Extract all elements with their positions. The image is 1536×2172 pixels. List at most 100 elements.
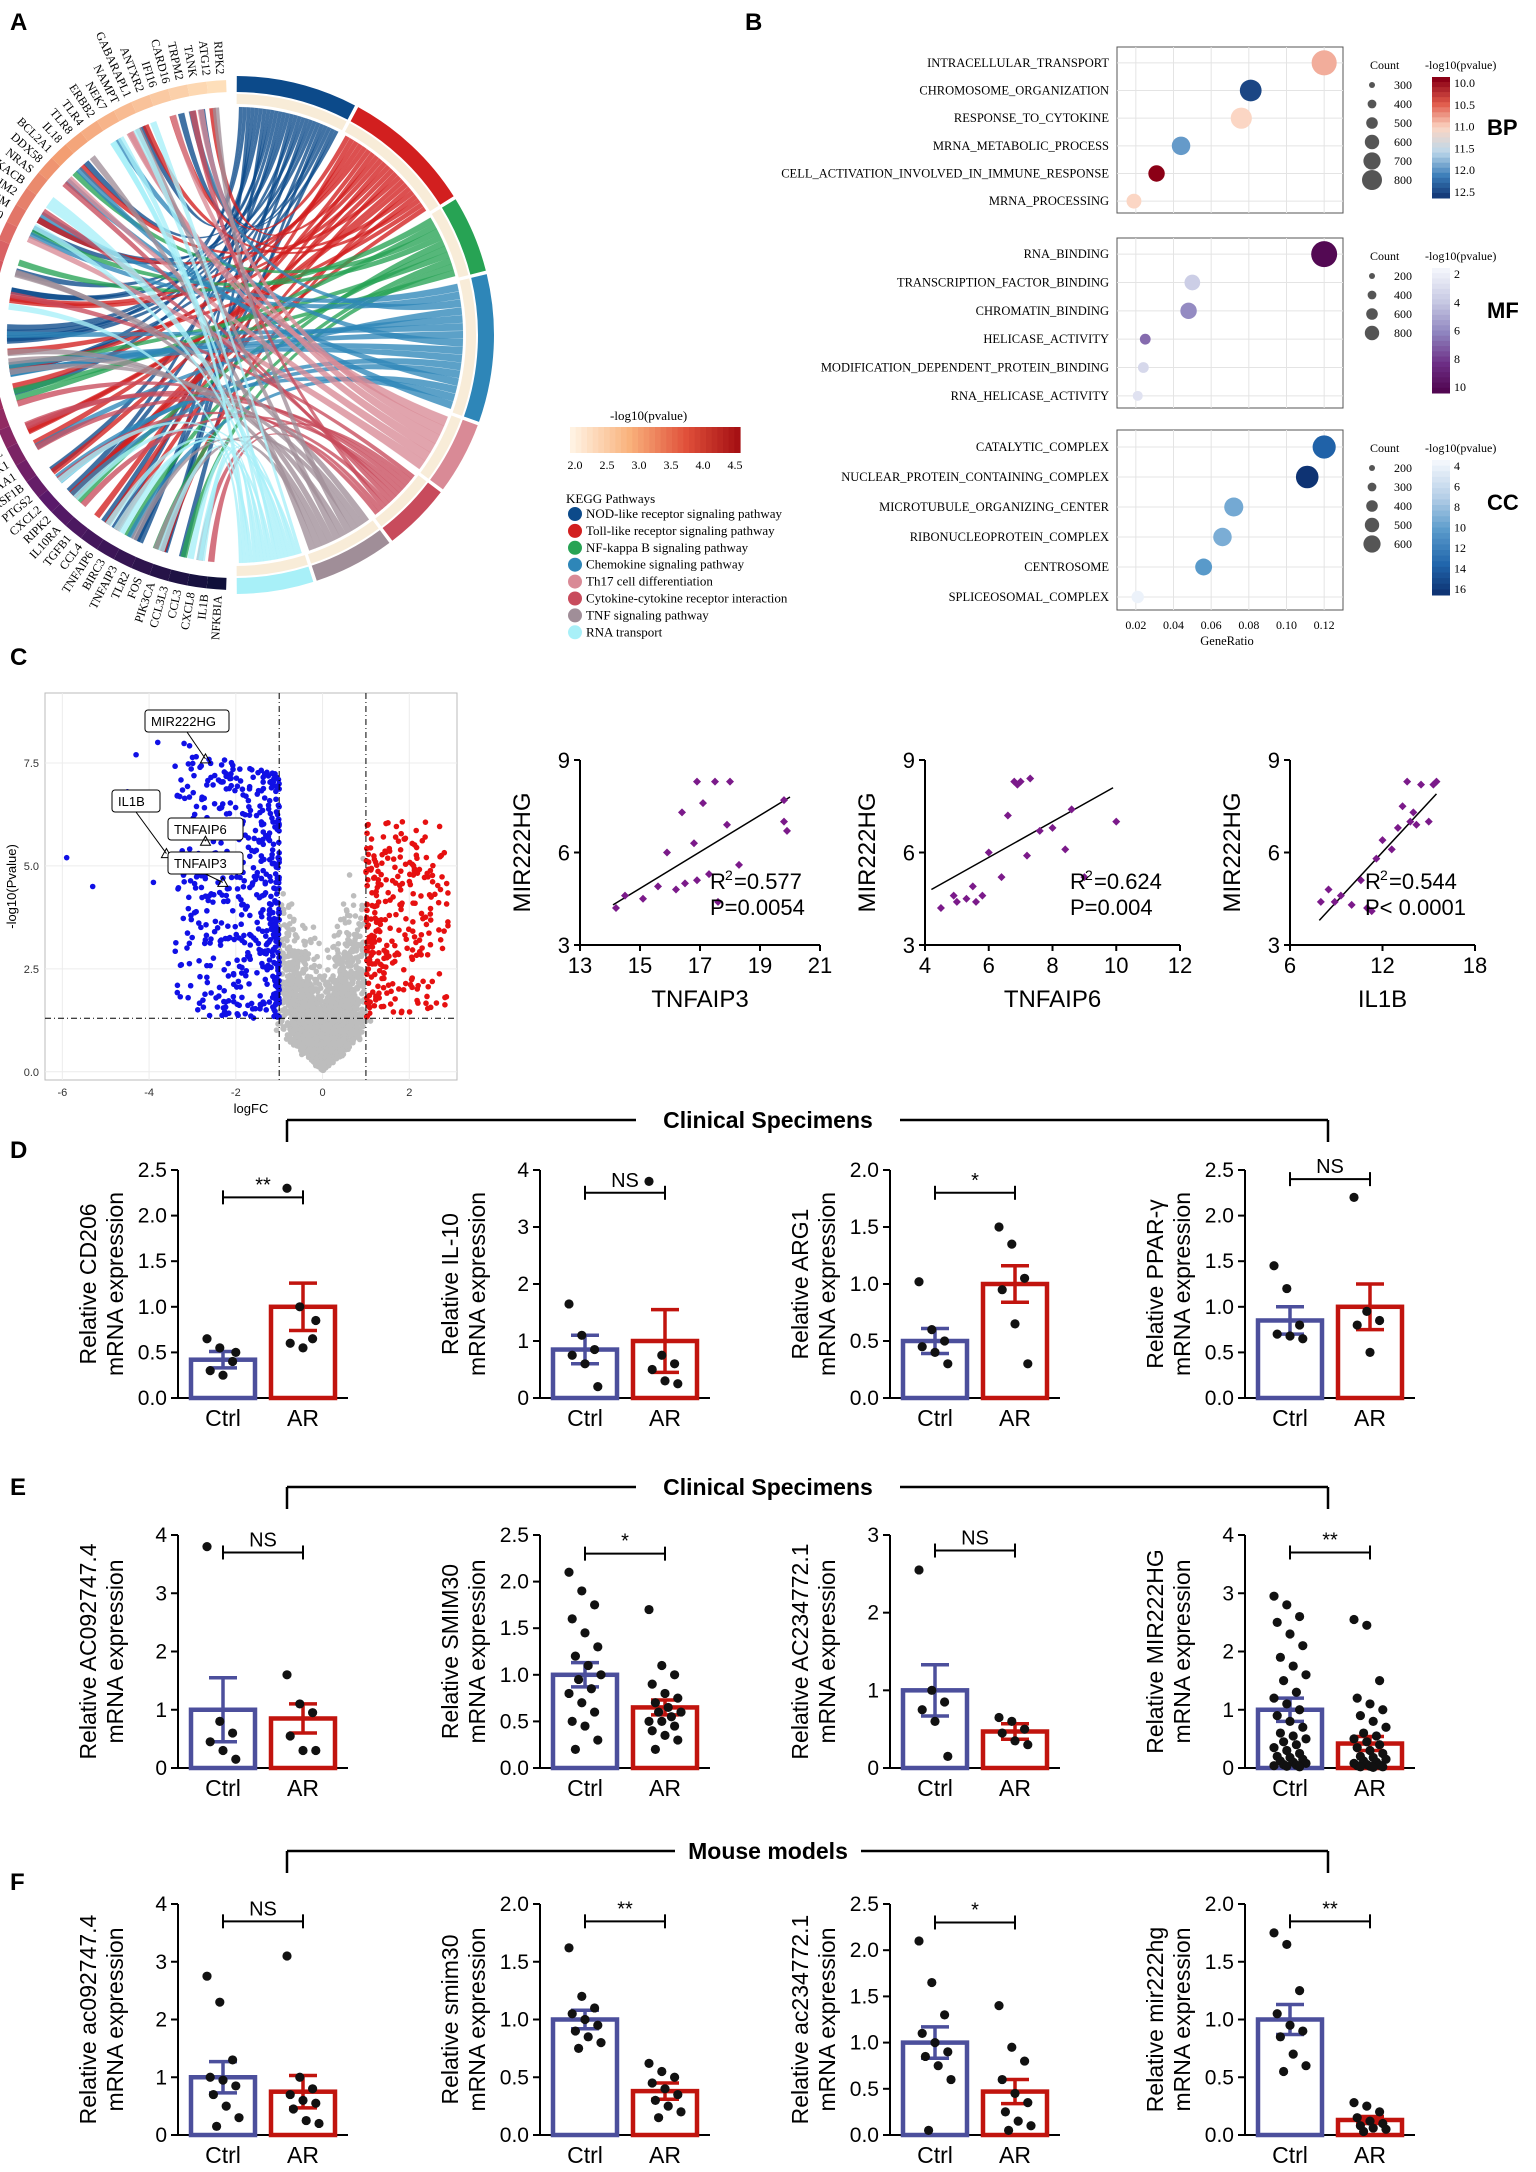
volcano-point [355,972,362,979]
volcano-point [198,884,205,891]
legend-title: KEGG Pathways [566,491,655,506]
pvalue-colorbar-cell [1432,351,1450,358]
data-point [1288,2049,1298,2059]
count-legend-label: 200 [1394,269,1412,283]
data-point [1285,1331,1295,1341]
data-point [940,1336,950,1346]
volcano-point [217,805,223,812]
y-tick-label: 0 [155,1757,167,1780]
data-point [1279,1737,1289,1747]
volcano-point [133,751,139,758]
y-tick-label: 0.5 [1205,2066,1234,2089]
data-point [1279,2066,1289,2077]
volcano-point [276,987,282,993]
volcano-x-tick: 2 [406,1087,412,1099]
volcano-point [395,986,402,992]
data-point [946,2074,956,2085]
y-axis-label-line1: Relative MIR222HG [1142,1549,1168,1754]
y-tick-label: 1 [1222,1699,1234,1722]
data-point [1269,1761,1279,1771]
highlight-marker [216,876,229,887]
pvalue-colorbar-cell [1432,177,1450,184]
volcano-point [333,1049,339,1056]
volcano-point [399,819,406,825]
pvalue-colorbar-cell [1432,182,1450,189]
correlation-point [1409,808,1418,817]
pvalue-legend-title: -log10(pvalue) [1425,441,1496,455]
volcano-point [276,780,282,787]
y-tick-label: 1.5 [850,1985,879,2008]
volcano-point [247,956,254,963]
correlation-point [936,904,945,912]
pvalue-colorbar-cell [1432,340,1450,347]
volcano-point [368,940,375,946]
chord-ribbon [188,110,350,231]
data-point [221,2101,231,2111]
volcano-point [311,1024,318,1031]
volcano-point [275,949,281,956]
volcano-point [352,913,359,919]
data-point [1301,2061,1311,2071]
volcano-point [322,1027,328,1033]
data-point [580,1359,590,1369]
volcano-point [228,771,234,777]
volcano-point [354,996,361,1002]
volcano-point [398,830,405,837]
correlation-point [997,873,1006,882]
volcano-point [245,1002,251,1009]
volcano-point [203,782,210,788]
volcano-point [293,1039,300,1045]
volcano-point [279,1018,285,1024]
data-point [1013,2116,1023,2126]
panel-label-b: B [745,9,762,36]
pvalue-colorbar-tick: 10 [1454,521,1466,535]
chord-ribbon [9,291,415,480]
group-title: Clinical Specimens [663,1107,873,1133]
volcano-point [274,1012,281,1019]
correlation-point [1387,845,1396,854]
group-title: Clinical Specimens [663,1474,873,1500]
significance-label: NS [249,1529,277,1551]
data-point [298,1343,308,1353]
count-legend-label: 300 [1394,78,1412,92]
volcano-point [264,981,270,987]
volcano-point [422,819,429,825]
volcano-point [286,944,293,950]
chord-ribbon [187,447,264,562]
volcano-point [437,886,444,893]
volcano-point [321,1006,328,1012]
volcano-point [341,997,347,1004]
correlation-point [978,891,987,900]
pvalue-colorbar-tick: 12 [1454,541,1466,555]
volcano-point [381,975,387,982]
volcano-point [402,861,409,868]
data-point [567,1716,577,1726]
go-x-tick: 0.12 [1314,618,1335,632]
go-panel-frame [1116,237,1344,409]
gene-arc-segment [0,260,4,274]
volcano-point [382,916,389,923]
y-tick-label: 2 [155,1641,167,1664]
correlation-point [678,808,686,817]
volcano-point [264,928,270,934]
volcano-point [445,919,451,925]
go-term-label: RIBONUCLEOPROTEIN_COMPLEX [910,530,1109,544]
pvalue-colorbar-cell [1432,278,1450,285]
data-point [1365,1745,1375,1756]
panel-label-c: C [10,644,27,671]
correlation-point [612,904,620,912]
significance-label: NS [249,1898,277,1920]
volcano-point [232,923,239,930]
volcano-point [195,920,202,926]
data-point [1368,1716,1378,1726]
volcano-point [255,787,262,794]
data-point [1269,1261,1279,1271]
data-point [654,2113,664,2123]
data-point [231,1754,241,1764]
volcano-point [355,958,362,965]
go-dot [1131,590,1144,604]
colorbar-cell [592,427,599,453]
volcano-point [390,856,397,862]
y-tick-label: 3 [155,1582,167,1605]
pvalue-colorbar-cell [1432,187,1450,194]
